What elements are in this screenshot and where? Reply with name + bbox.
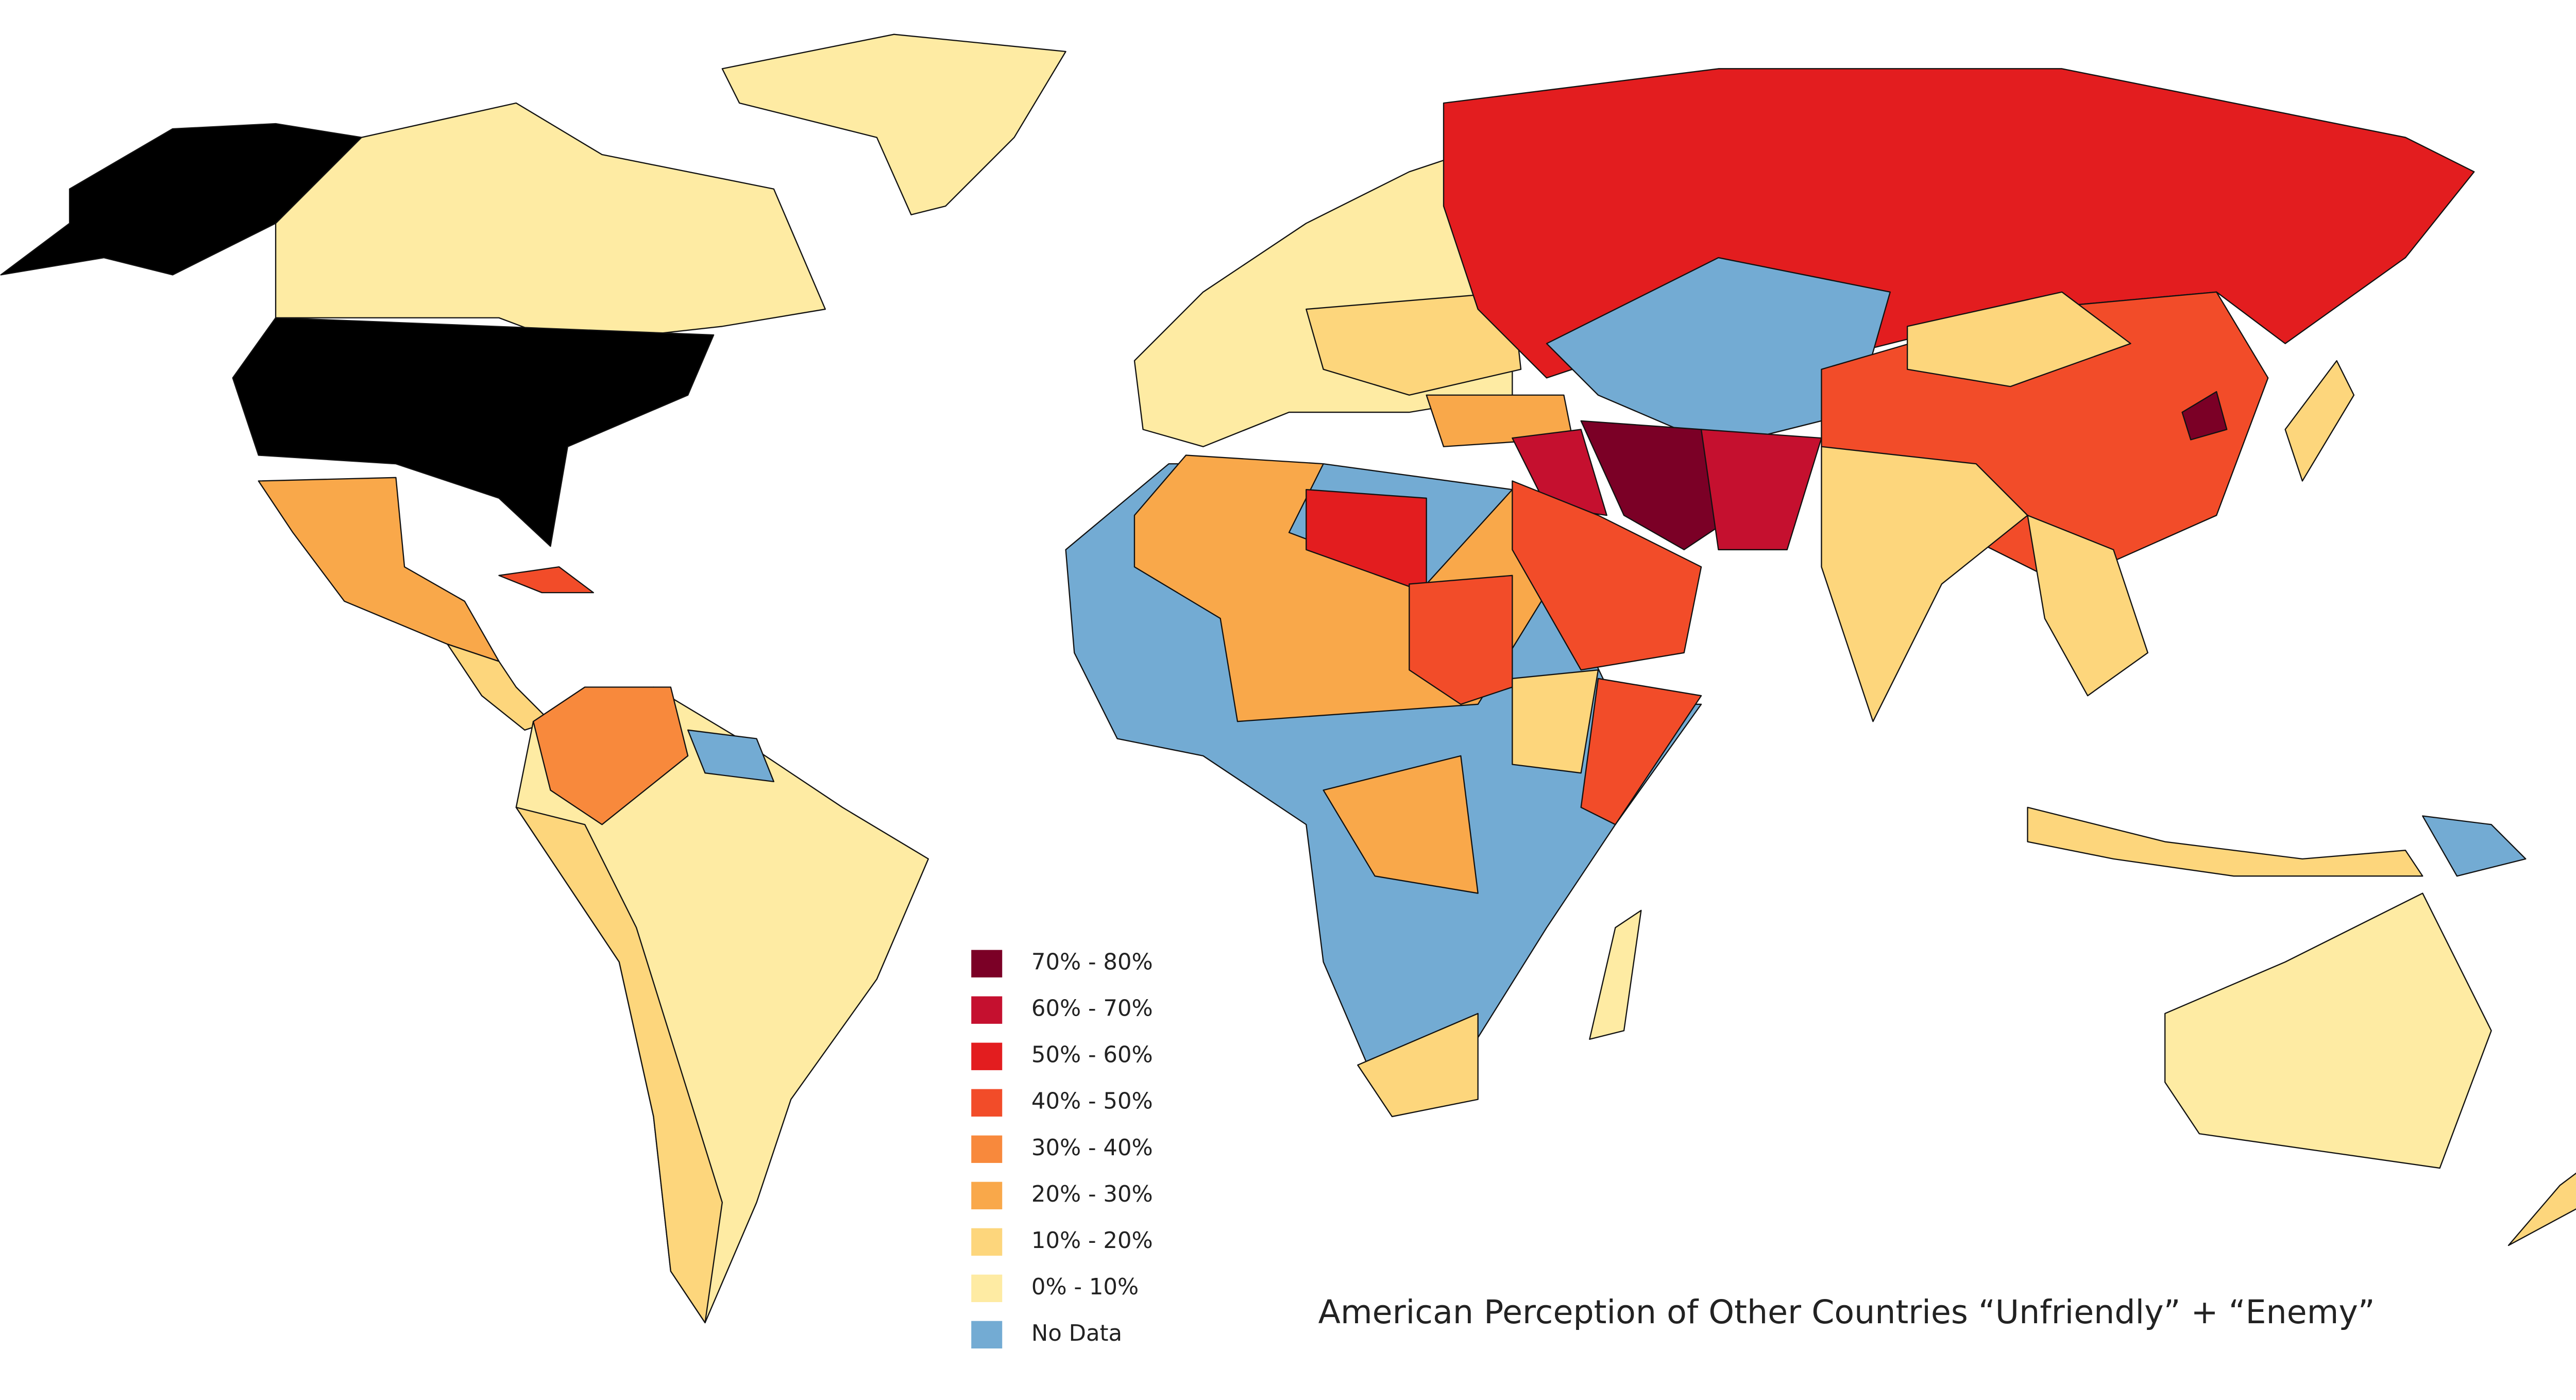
mexico — [258, 477, 500, 662]
southeast-asia — [2027, 514, 2149, 697]
india — [1821, 446, 2028, 722]
south-africa — [1357, 1013, 1479, 1118]
ethiopia — [1512, 669, 1599, 774]
legend-swatch — [971, 1089, 1003, 1117]
central-america — [447, 643, 551, 731]
legend-label: No Data — [1031, 1321, 1122, 1346]
legend-swatch — [971, 1274, 1003, 1302]
legend-swatch — [971, 950, 1003, 977]
alaska — [0, 123, 362, 276]
japan — [2284, 360, 2355, 482]
new-zealand — [2507, 1172, 2576, 1246]
sudan — [1409, 575, 1513, 705]
legend: 70% - 80% 60% - 70% 50% - 60% 40% - 50% 30% … — [971, 950, 1153, 1348]
greenland — [721, 33, 1066, 215]
legend-swatch — [971, 996, 1003, 1024]
north-korea — [2181, 391, 2228, 441]
congo — [1323, 755, 1479, 894]
venezuela-colombia — [532, 686, 689, 825]
arabia — [1512, 480, 1702, 671]
legend-label: 20% - 30% — [1031, 1182, 1153, 1207]
legend-swatch — [971, 1228, 1003, 1256]
legend-label: 50% - 60% — [1031, 1042, 1153, 1068]
indonesia — [2027, 806, 2424, 877]
madagascar — [1589, 909, 1642, 1040]
usa — [232, 317, 715, 547]
map-title: American Perception of Other Countries “… — [1318, 1293, 2375, 1331]
mongolia — [1906, 291, 2131, 387]
legend-label: 40% - 50% — [1031, 1089, 1153, 1115]
australia — [2164, 892, 2492, 1169]
papua — [2422, 815, 2527, 877]
canada — [275, 102, 826, 344]
cuba — [498, 566, 594, 594]
legend-label: 30% - 40% — [1031, 1135, 1153, 1161]
world-map — [0, 33, 2576, 1324]
legend-label: 60% - 70% — [1031, 996, 1153, 1022]
andes — [515, 806, 723, 1324]
legend-swatch — [971, 1321, 1003, 1348]
afghanistan-pakistan — [1700, 429, 1822, 550]
syria-iraq — [1512, 429, 1607, 516]
legend-swatch — [971, 1042, 1003, 1070]
legend-label: 70% - 80% — [1031, 950, 1153, 975]
iran — [1580, 420, 1736, 550]
legend-label: 0% - 10% — [1031, 1274, 1139, 1300]
somalia — [1580, 678, 1702, 825]
guianas — [687, 729, 775, 783]
legend-label: 10% - 20% — [1031, 1228, 1153, 1254]
legend-swatch — [971, 1182, 1003, 1209]
legend-swatch — [971, 1135, 1003, 1163]
